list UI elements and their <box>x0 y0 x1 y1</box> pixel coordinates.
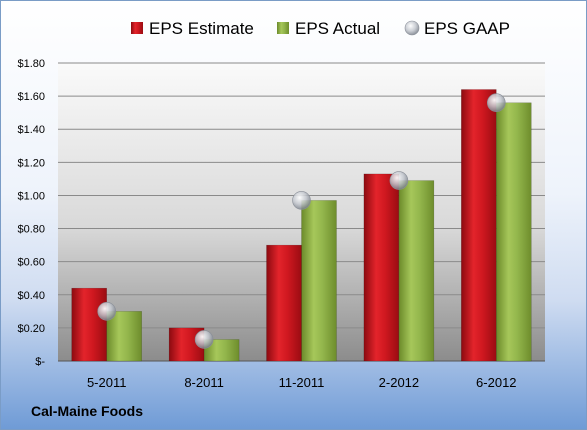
x-tick-label: 5-2011 <box>87 375 127 390</box>
gaap-markers <box>97 93 506 349</box>
legend-swatch <box>131 22 143 34</box>
y-tick-label: $1.20 <box>17 157 45 169</box>
bar-eps-actual <box>203 339 240 362</box>
y-tick-label: $1.60 <box>17 91 45 103</box>
bar-eps-actual <box>398 180 435 362</box>
bars <box>71 89 532 362</box>
y-tick-label: $1.40 <box>17 124 45 136</box>
x-tick-label: 11-2011 <box>279 375 325 390</box>
y-tick-label: $0.80 <box>17 224 45 236</box>
legend-label: EPS Estimate <box>149 19 254 38</box>
bar-eps-estimate <box>461 89 497 362</box>
bar-eps-actual <box>496 102 532 362</box>
y-tick-label: $- <box>35 356 45 368</box>
bar-eps-actual <box>106 311 142 362</box>
x-tick-label: 8-2011 <box>184 375 224 390</box>
y-tick-label: $0.40 <box>17 290 45 302</box>
marker-eps-gaap <box>292 191 311 210</box>
marker-eps-gaap <box>389 171 409 190</box>
legend-swatch <box>404 20 420 36</box>
y-tick-label: $0.20 <box>17 323 45 335</box>
marker-eps-gaap <box>194 330 214 349</box>
legend-label: EPS Actual <box>295 19 380 38</box>
y-tick-label: $1.80 <box>17 58 45 70</box>
legend-item: EPS Actual <box>277 19 380 38</box>
bar-eps-estimate <box>266 244 302 362</box>
bar-eps-estimate <box>71 287 107 362</box>
legend-item: EPS Estimate <box>131 19 254 38</box>
y-axis-ticks: $- $0.20 $0.40 $0.60 $0.80 $1.00 $1.20 $1.40 $1.… <box>17 58 45 368</box>
y-tick-label: $0.60 <box>17 257 45 269</box>
bar-eps-actual <box>301 200 337 362</box>
bar-eps-estimate <box>363 173 400 362</box>
legend-item: EPS GAAP <box>404 19 510 38</box>
legend: EPS Estimate EPS Actual EPS GAAP <box>131 19 510 38</box>
x-tick-label: 2-2012 <box>379 375 419 390</box>
x-axis-ticks: 5-2011 8-2011 11-2011 2-2012 6-2012 <box>87 375 517 390</box>
company-label: Cal-Maine Foods <box>31 403 144 419</box>
legend-label: EPS GAAP <box>424 19 510 38</box>
legend-swatch <box>277 22 289 34</box>
marker-eps-gaap <box>486 93 506 113</box>
x-tick-label: 6-2012 <box>476 375 516 390</box>
y-tick-label: $1.00 <box>17 190 45 202</box>
marker-eps-gaap <box>97 302 116 321</box>
